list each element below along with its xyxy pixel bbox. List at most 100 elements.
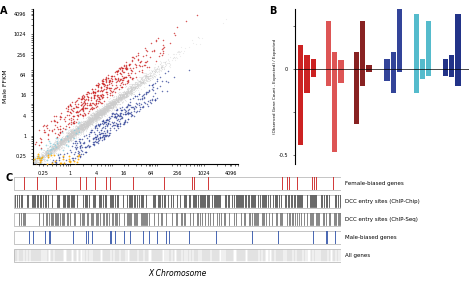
Point	[117, 95, 125, 99]
Point	[84, 121, 91, 125]
Point	[88, 121, 96, 126]
Point	[83, 118, 91, 123]
Point	[46, 149, 54, 153]
Point	[127, 92, 135, 96]
Point	[40, 154, 47, 159]
Point	[60, 138, 67, 143]
Point	[38, 154, 46, 159]
Point	[89, 118, 96, 123]
Point	[138, 82, 146, 87]
Point	[95, 101, 102, 106]
Point	[67, 139, 74, 144]
Point	[157, 65, 164, 70]
Point	[71, 114, 78, 118]
Point	[118, 94, 125, 99]
Point	[39, 156, 46, 161]
Point	[103, 107, 111, 112]
Point	[64, 140, 72, 145]
Point	[103, 85, 111, 89]
Point	[13, 177, 20, 182]
Point	[130, 84, 138, 88]
Point	[91, 118, 99, 123]
Point	[66, 137, 73, 142]
Point	[77, 132, 85, 137]
Point	[133, 80, 140, 84]
Point	[96, 110, 103, 114]
Point	[107, 79, 114, 83]
Point	[100, 137, 108, 141]
Point	[86, 119, 93, 124]
Point	[108, 104, 116, 109]
Point	[3, 178, 11, 183]
Point	[80, 128, 87, 132]
Point	[37, 146, 45, 150]
Point	[109, 106, 117, 111]
Point	[14, 174, 22, 179]
Point	[58, 142, 65, 147]
Point	[80, 123, 88, 128]
Point	[65, 134, 73, 139]
Point	[105, 99, 112, 104]
Point	[113, 77, 120, 81]
Point	[88, 116, 96, 120]
Point	[82, 119, 90, 123]
Point	[78, 125, 85, 130]
Point	[124, 90, 132, 94]
Point	[67, 129, 75, 133]
Point	[104, 106, 112, 110]
Point	[72, 110, 80, 115]
Point	[91, 110, 98, 115]
Point	[71, 127, 79, 132]
Point	[69, 127, 77, 132]
Bar	[326, 21, 331, 86]
Point	[35, 160, 43, 165]
Point	[59, 137, 66, 142]
Point	[89, 112, 96, 116]
Point	[157, 65, 165, 69]
Point	[94, 141, 102, 146]
Point	[16, 171, 23, 176]
Point	[113, 98, 120, 102]
Point	[146, 75, 154, 80]
Point	[118, 92, 126, 97]
Point	[95, 111, 103, 115]
Point	[74, 126, 82, 131]
Point	[100, 113, 108, 117]
Point	[96, 112, 104, 116]
Text: A: A	[0, 5, 8, 15]
Point	[84, 123, 91, 127]
Point	[21, 170, 29, 175]
Point	[119, 92, 127, 96]
Point	[40, 150, 47, 155]
Point	[158, 63, 166, 68]
Point	[133, 80, 141, 84]
Point	[111, 99, 118, 104]
Point	[132, 85, 139, 90]
Point	[46, 144, 54, 148]
Point	[123, 81, 131, 86]
Point	[86, 120, 93, 125]
Point	[118, 95, 126, 99]
Point	[102, 105, 109, 110]
Point	[142, 78, 149, 82]
Point	[122, 90, 129, 95]
Point	[78, 149, 86, 153]
Point	[96, 122, 104, 127]
Point	[134, 83, 141, 88]
Point	[46, 147, 54, 152]
Point	[64, 133, 71, 137]
Point	[98, 110, 106, 115]
Point	[110, 104, 118, 108]
Point	[92, 113, 100, 118]
Point	[105, 104, 113, 109]
Point	[81, 119, 88, 124]
Point	[139, 104, 147, 109]
Point	[80, 101, 87, 106]
Point	[105, 104, 113, 109]
Point	[92, 115, 100, 119]
Point	[95, 112, 102, 117]
Point	[60, 138, 68, 142]
Point	[84, 96, 91, 101]
Point	[74, 126, 82, 131]
Point	[95, 115, 103, 120]
